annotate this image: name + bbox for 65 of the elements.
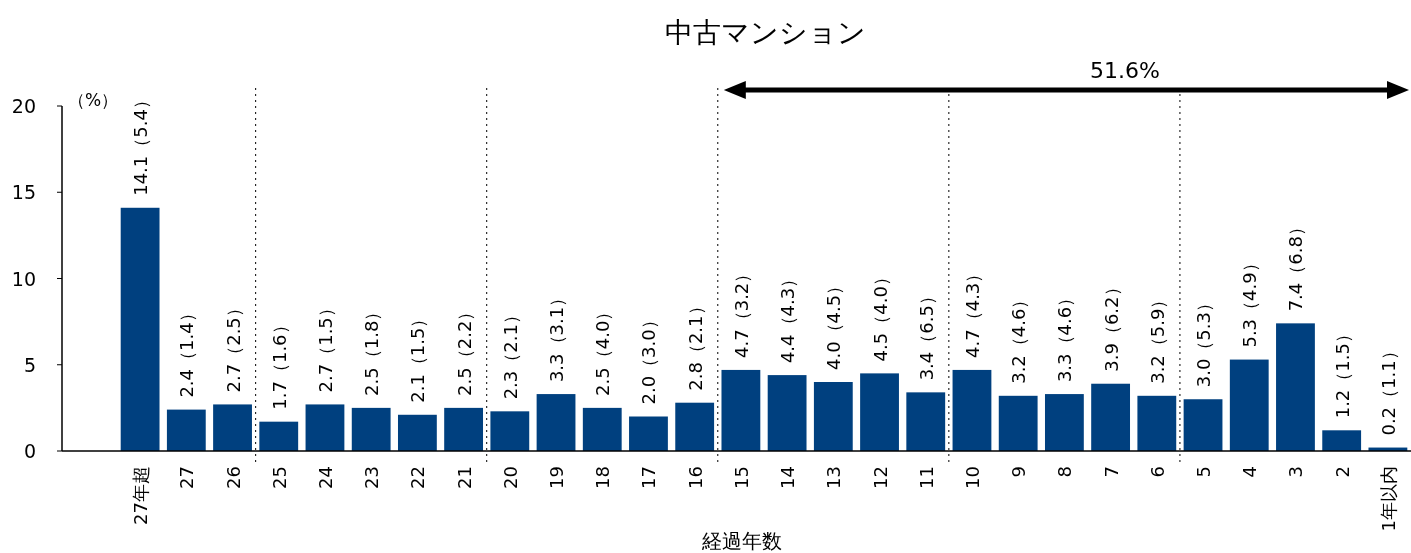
x-tick-label: 11 bbox=[915, 466, 937, 489]
x-tick-label: 1年以内 bbox=[1377, 466, 1399, 532]
data-label: 3.2（4.6） bbox=[1008, 290, 1030, 384]
x-tick-label: 25 bbox=[268, 466, 290, 489]
x-tick-label: 5 bbox=[1193, 466, 1215, 478]
data-label: 2.7（2.5） bbox=[222, 299, 244, 393]
x-tick-label: 4 bbox=[1239, 466, 1261, 478]
x-tick-label: 24 bbox=[314, 466, 336, 489]
data-label: 3.3（3.1） bbox=[546, 288, 568, 383]
text: 51.6% bbox=[1090, 58, 1160, 83]
y-axis-title: （%） bbox=[68, 90, 119, 110]
data-label: 3.3（4.6） bbox=[1054, 288, 1076, 383]
x-tick-label: 3 bbox=[1285, 466, 1307, 478]
data-label: 3.9（6.2） bbox=[1100, 278, 1122, 372]
x-tick-label: 2 bbox=[1331, 466, 1353, 478]
y-tick-label: 0 bbox=[23, 440, 36, 462]
x-tick-label: 6 bbox=[1146, 466, 1168, 478]
x-tick-label: 7 bbox=[1100, 466, 1122, 478]
chart-title: 中古マンション bbox=[664, 16, 866, 49]
y-tick-label: 10 bbox=[11, 267, 36, 290]
x-tick-label: 23 bbox=[361, 466, 383, 489]
x-tick-label: 18 bbox=[592, 466, 614, 489]
data-label: 2.1（1.5） bbox=[407, 309, 429, 403]
data-label: 5.3（4.9） bbox=[1239, 254, 1261, 348]
x-tick-label: 16 bbox=[684, 466, 706, 489]
data-label: 2.8（2.1） bbox=[684, 297, 706, 391]
x-tick-label: 13 bbox=[823, 466, 845, 489]
x-tick-label: 14 bbox=[777, 466, 799, 489]
data-label: 2.5（4.0） bbox=[592, 302, 614, 396]
data-label: 1.2（1.5） bbox=[1331, 325, 1353, 419]
data-label: 2.7（1.5） bbox=[314, 299, 336, 393]
x-tick-label: 27 bbox=[176, 466, 198, 489]
x-tick-label: 19 bbox=[546, 466, 568, 489]
x-tick-label: 17 bbox=[638, 466, 660, 489]
data-label: 4.7（4.3） bbox=[961, 264, 983, 358]
data-label: 0.2（1.1） bbox=[1377, 342, 1399, 436]
x-tick-label: 26 bbox=[222, 466, 244, 489]
x-tick-label: 8 bbox=[1054, 466, 1076, 478]
x-tick-label: 10 bbox=[961, 466, 983, 489]
x-tick-label: 15 bbox=[730, 466, 752, 489]
x-tick-label: 27年超 bbox=[130, 466, 152, 525]
data-label: 2.5（2.2） bbox=[453, 302, 475, 396]
data-label: 1.7（1.6） bbox=[268, 316, 290, 410]
x-tick-label: 21 bbox=[453, 466, 475, 489]
data-label: 7.4（6.8） bbox=[1285, 218, 1307, 312]
data-label: 4.4（4.3） bbox=[777, 269, 799, 364]
data-label: 14.1（5.4） bbox=[130, 91, 152, 196]
x-axis-title: 経過年数 bbox=[701, 529, 782, 553]
y-tick-label: 5 bbox=[23, 353, 36, 376]
x-tick-label: 22 bbox=[407, 466, 429, 489]
data-label: 4.5（4.0） bbox=[869, 268, 891, 362]
data-label: 2.4（1.4） bbox=[176, 304, 198, 398]
x-tick-label: 12 bbox=[869, 466, 891, 489]
x-tick-label: 9 bbox=[1008, 466, 1030, 478]
data-label: 2.0（3.0） bbox=[638, 311, 660, 405]
data-label: 3.4（6.5） bbox=[915, 287, 937, 381]
data-label: 3.2（5.9） bbox=[1146, 290, 1168, 384]
data-label: 4.0（4.5） bbox=[823, 276, 845, 370]
y-tick-label: 15 bbox=[11, 181, 36, 204]
data-label: 3.0（5.3） bbox=[1193, 293, 1215, 388]
x-tick-label: 20 bbox=[499, 466, 521, 489]
y-tick-label: 20 bbox=[11, 95, 36, 117]
data-label: 2.3（2.1） bbox=[499, 306, 521, 400]
data-label: 4.7（3.2） bbox=[730, 264, 752, 358]
data-label: 2.5（1.8） bbox=[361, 302, 383, 396]
